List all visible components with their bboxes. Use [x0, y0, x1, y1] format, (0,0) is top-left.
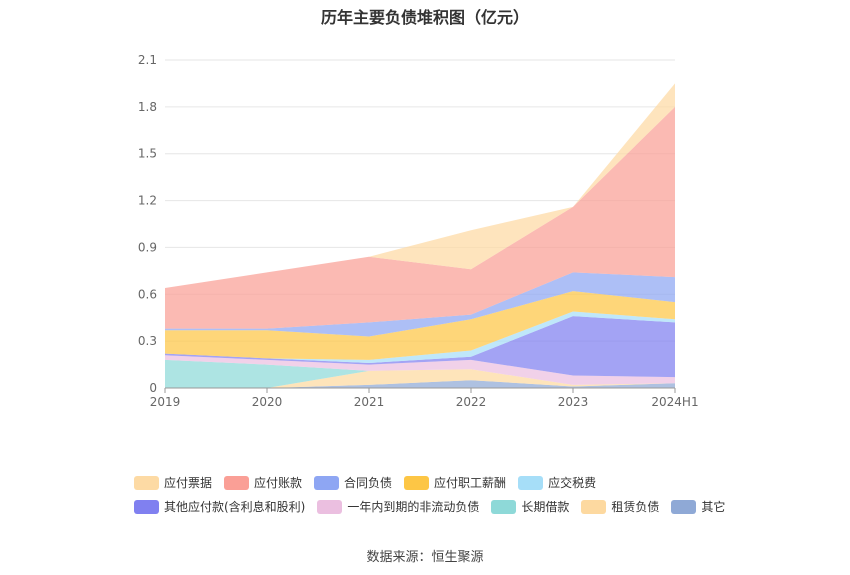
legend-item[interactable]: 应付票据: [134, 474, 212, 491]
legend-swatch: [518, 475, 544, 490]
x-tick-label: 2021: [354, 395, 385, 409]
legend-swatch: [134, 475, 159, 490]
legend-swatch: [404, 475, 430, 490]
x-tick-label: 2022: [456, 395, 487, 409]
axes: 0 0.3 0.6 0.9 1.2 1.5 1.8 2.1 2019 2020 2021 2022 20…: [138, 53, 699, 409]
y-tick-label: 0: [149, 381, 157, 395]
legend-label: 应交税费: [548, 476, 597, 490]
legend-item[interactable]: 应付职工薪酬: [404, 474, 506, 491]
legend-label: 应付职工薪酬: [434, 476, 507, 490]
area-series: [165, 83, 675, 289]
stacked-area-chart: 0 0.3 0.6 0.9 1.2 1.5 1.8 2.1 2019 2020 2021 2022 20…: [138, 53, 699, 409]
data-source: 数据来源：恒生聚源: [366, 550, 484, 565]
y-tick-label: 1.5: [138, 147, 157, 161]
y-tick-label: 1.2: [138, 194, 157, 208]
y-tick-label: 1.8: [138, 100, 157, 114]
area-series: [165, 311, 675, 364]
y-tick-label: 0.9: [138, 240, 157, 254]
x-tick-label: 2020: [252, 395, 283, 409]
legend-item[interactable]: 其他应付款(含利息和股利): [134, 498, 305, 515]
y-tick-label: 0.3: [138, 334, 157, 348]
y-tick-label: 0.6: [138, 287, 157, 301]
area-series: [165, 380, 675, 388]
legend-item[interactable]: 应付账款: [224, 474, 302, 491]
legend-item[interactable]: 合同负债: [314, 474, 392, 491]
legend-swatch: [581, 499, 607, 514]
legend-item[interactable]: 长期借款: [491, 498, 569, 515]
legend-label: 一年内到期的非流动负债: [347, 500, 480, 514]
area-series: [165, 359, 675, 388]
area-series: [165, 106, 675, 329]
legend-item[interactable]: 一年内到期的非流动负债: [317, 498, 479, 515]
legend-swatch: [134, 499, 159, 514]
legend-label: 租赁负债: [611, 500, 660, 514]
legend-label: 应付账款: [254, 476, 303, 490]
legend-row-1: 应付票据 应付账款 合同负债 应付职工薪酬 应交税费: [134, 474, 608, 491]
area-series: [165, 355, 675, 385]
legend-item[interactable]: 其它: [671, 498, 725, 515]
legend-item[interactable]: 应交税费: [518, 474, 596, 491]
area-series: [165, 291, 675, 360]
legend-swatch: [317, 499, 343, 514]
legend-label: 应付票据: [164, 476, 213, 490]
legend-label: 其它: [701, 500, 726, 514]
legend-swatch: [314, 475, 340, 490]
y-tick-label: 2.1: [138, 53, 157, 67]
legend-swatch: [671, 499, 697, 514]
x-tick-label: 2019: [150, 395, 181, 409]
legend-label: 合同负债: [344, 476, 393, 490]
legend-swatch: [491, 499, 517, 514]
legend-label: 其他应付款(含利息和股利): [164, 500, 306, 514]
area-series: [165, 272, 675, 337]
area-series: [165, 316, 675, 378]
legend-item[interactable]: 租赁负债: [581, 498, 659, 515]
legend-label: 长期借款: [521, 500, 570, 514]
legend-swatch: [224, 475, 250, 490]
x-tick-label: 2024H1: [651, 395, 698, 409]
area-layer: [165, 83, 675, 388]
chart-title: 历年主要负债堆积图（亿元）: [320, 8, 529, 27]
area-series: [165, 369, 675, 388]
legend-row-2: 其他应付款(含利息和股利) 一年内到期的非流动负债 长期借款 租赁负债 其它: [134, 498, 737, 515]
x-tick-label: 2023: [558, 395, 589, 409]
